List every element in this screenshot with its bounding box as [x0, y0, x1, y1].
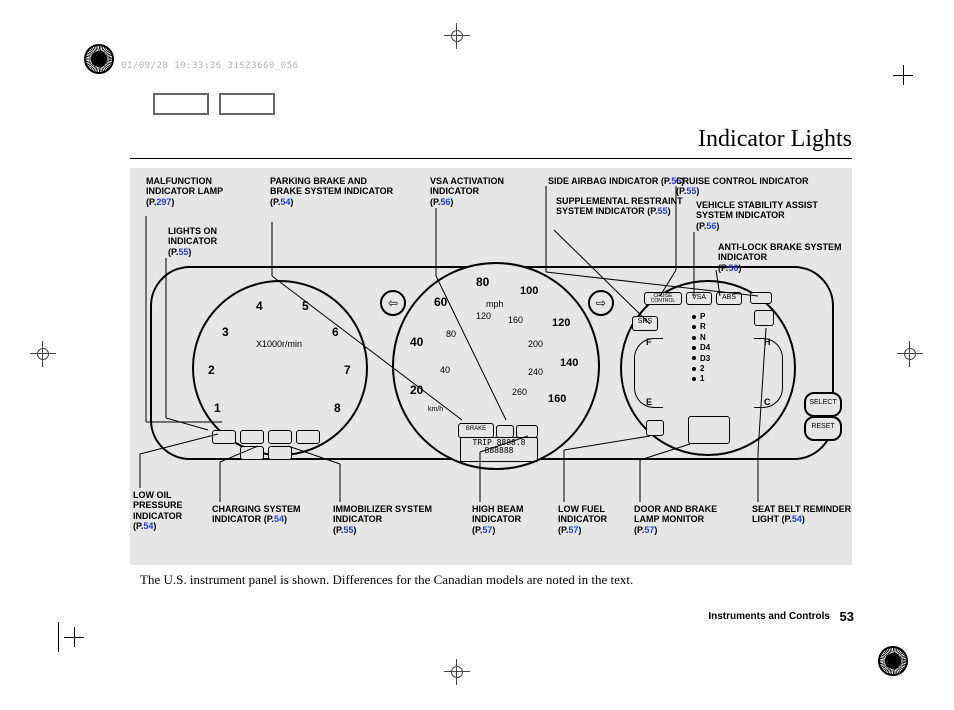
reg-mark-bottom	[447, 662, 467, 682]
nav-box-1[interactable]	[153, 93, 209, 115]
page-number: 53	[840, 610, 854, 623]
reg-mark-left	[33, 344, 53, 364]
nav-box-2[interactable]	[219, 93, 275, 115]
crop-tr	[888, 60, 918, 90]
footer-section: Instruments and Controls	[708, 612, 830, 622]
build-stamp: 01/09/28 19:33:36 31SZ3660_056	[121, 62, 299, 71]
crop-tl	[58, 622, 89, 652]
reg-mark-right	[900, 344, 920, 364]
leader-lines	[130, 168, 850, 563]
printer-rosette-br	[878, 646, 908, 676]
page-title: Indicator Lights	[698, 126, 852, 153]
printer-rosette-tl	[84, 44, 114, 74]
reg-mark-top	[447, 26, 467, 46]
title-rule	[130, 158, 852, 159]
footnote: The U.S. instrument panel is shown. Diff…	[140, 572, 633, 588]
